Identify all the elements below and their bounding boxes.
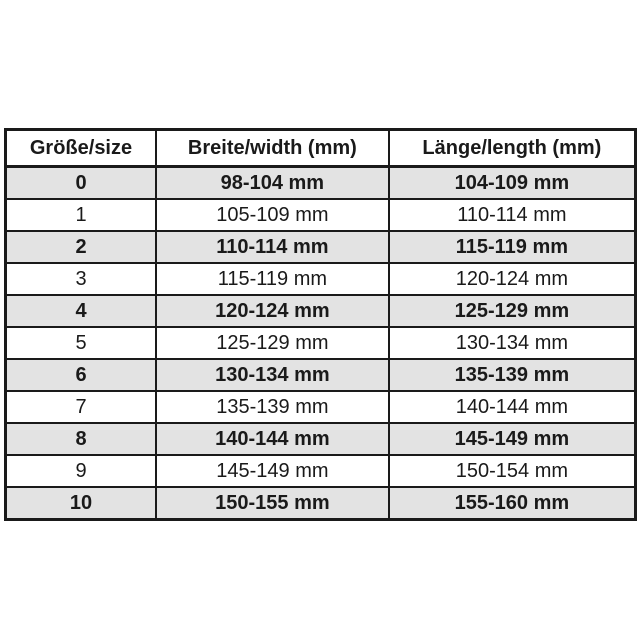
table-row: 6 130-134 mm 135-139 mm <box>4 358 637 392</box>
length-cell: 104-109 mm <box>387 165 637 200</box>
table-row: 7 135-139 mm 140-144 mm <box>4 390 637 424</box>
table-row: 0 98-104 mm 104-109 mm <box>4 165 637 200</box>
length-cell: 135-139 mm <box>387 358 637 392</box>
length-cell: 145-149 mm <box>387 422 637 456</box>
size-cell: 3 <box>4 262 157 296</box>
size-cell: 0 <box>4 165 157 200</box>
size-cell: 5 <box>4 326 157 360</box>
width-cell: 140-144 mm <box>155 422 390 456</box>
size-cell: 6 <box>4 358 157 392</box>
width-cell: 125-129 mm <box>155 326 390 360</box>
length-cell: 130-134 mm <box>387 326 637 360</box>
size-cell: 4 <box>4 294 157 328</box>
table-row: 3 115-119 mm 120-124 mm <box>4 262 637 296</box>
table-row: 10 150-155 mm 155-160 mm <box>4 486 637 521</box>
size-cell: 8 <box>4 422 157 456</box>
width-cell: 120-124 mm <box>155 294 390 328</box>
table-row: 1 105-109 mm 110-114 mm <box>4 198 637 232</box>
length-cell: 125-129 mm <box>387 294 637 328</box>
size-chart-table: Größe/size Breite/width (mm) Länge/lengt… <box>4 128 637 521</box>
table-row: 2 110-114 mm 115-119 mm <box>4 230 637 264</box>
size-cell: 2 <box>4 230 157 264</box>
width-cell: 98-104 mm <box>155 165 390 200</box>
header-row: Größe/size Breite/width (mm) Länge/lengt… <box>4 128 637 168</box>
header-length: Länge/length (mm) <box>387 128 637 168</box>
width-cell: 145-149 mm <box>155 454 390 488</box>
header-width: Breite/width (mm) <box>155 128 390 168</box>
size-cell: 1 <box>4 198 157 232</box>
table-row: 9 145-149 mm 150-154 mm <box>4 454 637 488</box>
width-cell: 150-155 mm <box>155 486 390 521</box>
width-cell: 130-134 mm <box>155 358 390 392</box>
width-cell: 115-119 mm <box>155 262 390 296</box>
size-cell: 9 <box>4 454 157 488</box>
length-cell: 115-119 mm <box>387 230 637 264</box>
size-cell: 7 <box>4 390 157 424</box>
length-cell: 150-154 mm <box>387 454 637 488</box>
length-cell: 110-114 mm <box>387 198 637 232</box>
width-cell: 110-114 mm <box>155 230 390 264</box>
width-cell: 105-109 mm <box>155 198 390 232</box>
length-cell: 120-124 mm <box>387 262 637 296</box>
table-row: 4 120-124 mm 125-129 mm <box>4 294 637 328</box>
width-cell: 135-139 mm <box>155 390 390 424</box>
length-cell: 140-144 mm <box>387 390 637 424</box>
size-cell: 10 <box>4 486 157 521</box>
table-row: 8 140-144 mm 145-149 mm <box>4 422 637 456</box>
table-row: 5 125-129 mm 130-134 mm <box>4 326 637 360</box>
header-size: Größe/size <box>4 128 157 168</box>
length-cell: 155-160 mm <box>387 486 637 521</box>
